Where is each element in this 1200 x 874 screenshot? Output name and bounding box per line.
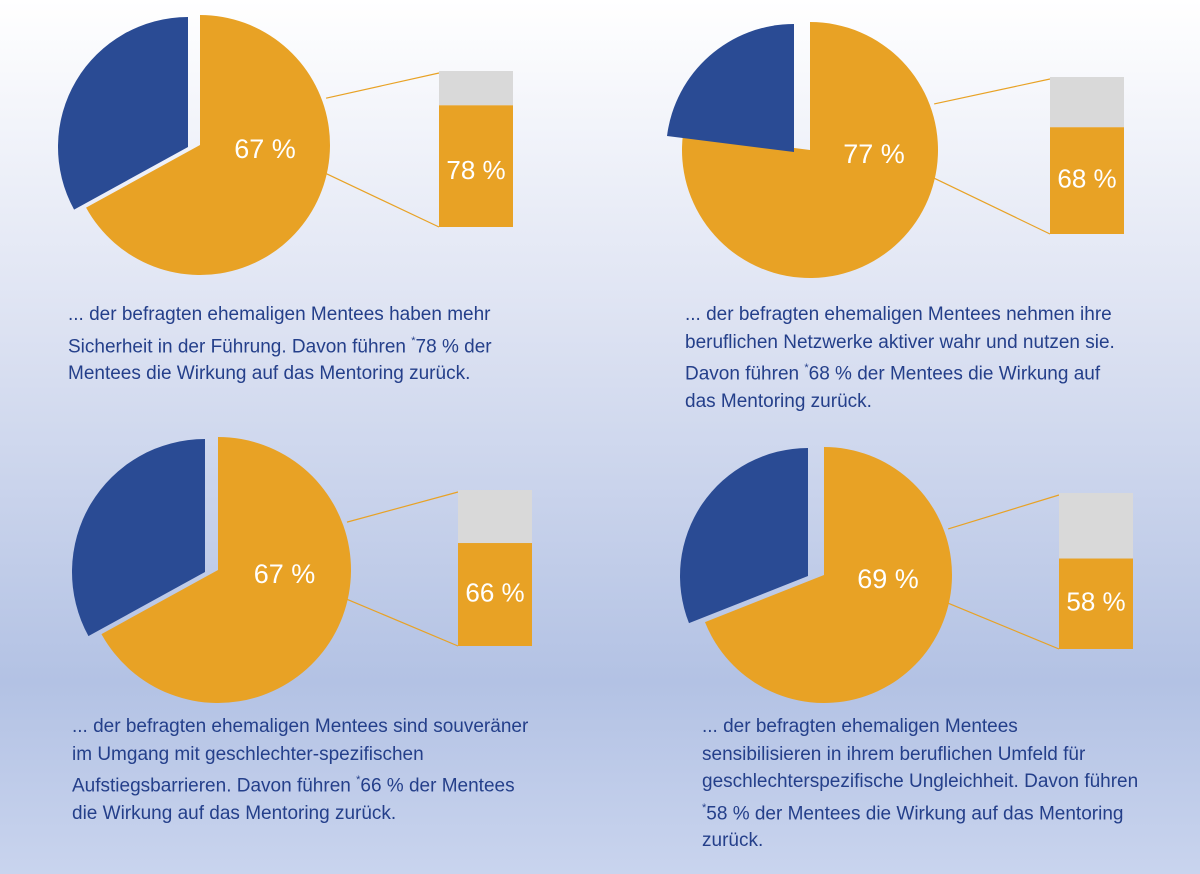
pie-slice-main (682, 22, 939, 278)
bar-segment-rest (1050, 77, 1124, 128)
bar-segment-share (1050, 127, 1124, 234)
pie-slice-main (101, 437, 352, 703)
connector-line-bottom (947, 602, 1060, 650)
pie-value-label: 67 % (254, 559, 316, 589)
bar-value-label: 78 % (446, 155, 505, 185)
pie-value-label: 77 % (843, 139, 905, 169)
pie-slice-rest (667, 24, 794, 152)
connector-line-bottom (325, 173, 440, 228)
caption-berufliche-netzwerke: ... der befragten ehemaligen Mentees neh… (685, 304, 1115, 412)
bar-value-label: 58 % (1066, 587, 1125, 617)
pie-value-label: 67 % (234, 134, 296, 164)
bar-value-label: 66 % (465, 577, 524, 607)
connector-line-top (346, 491, 459, 523)
connector-line-top (947, 494, 1060, 530)
bar-segment-rest (458, 490, 532, 544)
bar-segment-rest (439, 71, 513, 106)
connector-line-bottom (933, 177, 1051, 235)
bar-segment-share (439, 105, 513, 227)
caption-aufstiegsbarrieren: ... der befragten ehemaligen Mentees sin… (72, 716, 529, 824)
connector-line-top (325, 72, 440, 99)
connector-line-bottom (346, 598, 459, 647)
pie-slice-main (704, 447, 953, 703)
caption-ungleichheit: ... der befragten ehemaligen Mentees sen… (702, 716, 1139, 852)
bar-segment-rest (1059, 493, 1133, 559)
bar-segment-share (1059, 558, 1133, 649)
pie-slice-rest (57, 17, 188, 210)
pie-slice-rest (680, 448, 808, 624)
pie-slice-main (86, 15, 330, 275)
bar-value-label: 68 % (1057, 163, 1116, 193)
connector-line-top (934, 78, 1051, 105)
caption-sicherheit-fuehrung: ... der befragten ehemaligen Mentees hab… (68, 304, 492, 385)
pie-slice-rest (72, 438, 206, 637)
bar-segment-share (458, 543, 532, 646)
pie-value-label: 69 % (857, 564, 919, 594)
